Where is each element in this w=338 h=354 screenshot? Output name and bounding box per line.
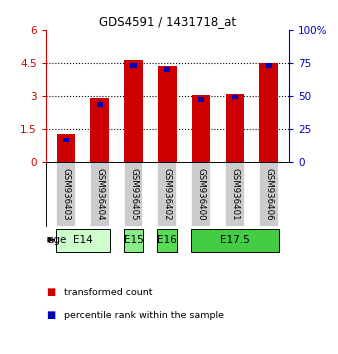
Bar	[158, 66, 177, 161]
Bar	[90, 98, 109, 161]
Bar	[97, 102, 103, 107]
Text: E14: E14	[73, 235, 93, 245]
Text: age: age	[47, 235, 66, 245]
Bar	[56, 229, 110, 252]
Text: GSM936401: GSM936401	[231, 168, 239, 221]
Text: E16: E16	[158, 235, 177, 245]
Bar	[198, 97, 204, 102]
Bar	[192, 95, 210, 161]
Text: GSM936403: GSM936403	[62, 168, 70, 221]
Text: GSM936406: GSM936406	[264, 168, 273, 221]
Text: percentile rank within the sample: percentile rank within the sample	[64, 310, 224, 320]
Bar	[56, 134, 75, 161]
Text: ■: ■	[46, 310, 55, 320]
Bar	[260, 63, 278, 161]
Bar	[130, 63, 137, 68]
Bar	[90, 161, 110, 227]
Text: GSM936400: GSM936400	[197, 168, 206, 221]
Text: E15: E15	[124, 235, 143, 245]
Bar	[124, 229, 144, 252]
Bar	[124, 60, 143, 161]
Bar	[191, 161, 211, 227]
Bar	[191, 229, 279, 252]
Bar	[56, 161, 76, 227]
Text: transformed count: transformed count	[64, 287, 153, 297]
Bar	[225, 161, 245, 227]
Text: GSM936404: GSM936404	[95, 168, 104, 221]
Bar	[259, 161, 279, 227]
Bar	[157, 161, 177, 227]
Bar	[124, 161, 144, 227]
Text: GSM936405: GSM936405	[129, 168, 138, 221]
Bar	[63, 138, 69, 143]
Text: ■: ■	[46, 287, 55, 297]
Bar	[232, 95, 238, 99]
Bar	[226, 94, 244, 161]
Bar	[157, 229, 177, 252]
Text: E17.5: E17.5	[220, 235, 250, 245]
Title: GDS4591 / 1431718_at: GDS4591 / 1431718_at	[99, 15, 236, 28]
Bar	[164, 67, 170, 72]
Bar	[266, 63, 272, 68]
Text: GSM936402: GSM936402	[163, 168, 172, 221]
